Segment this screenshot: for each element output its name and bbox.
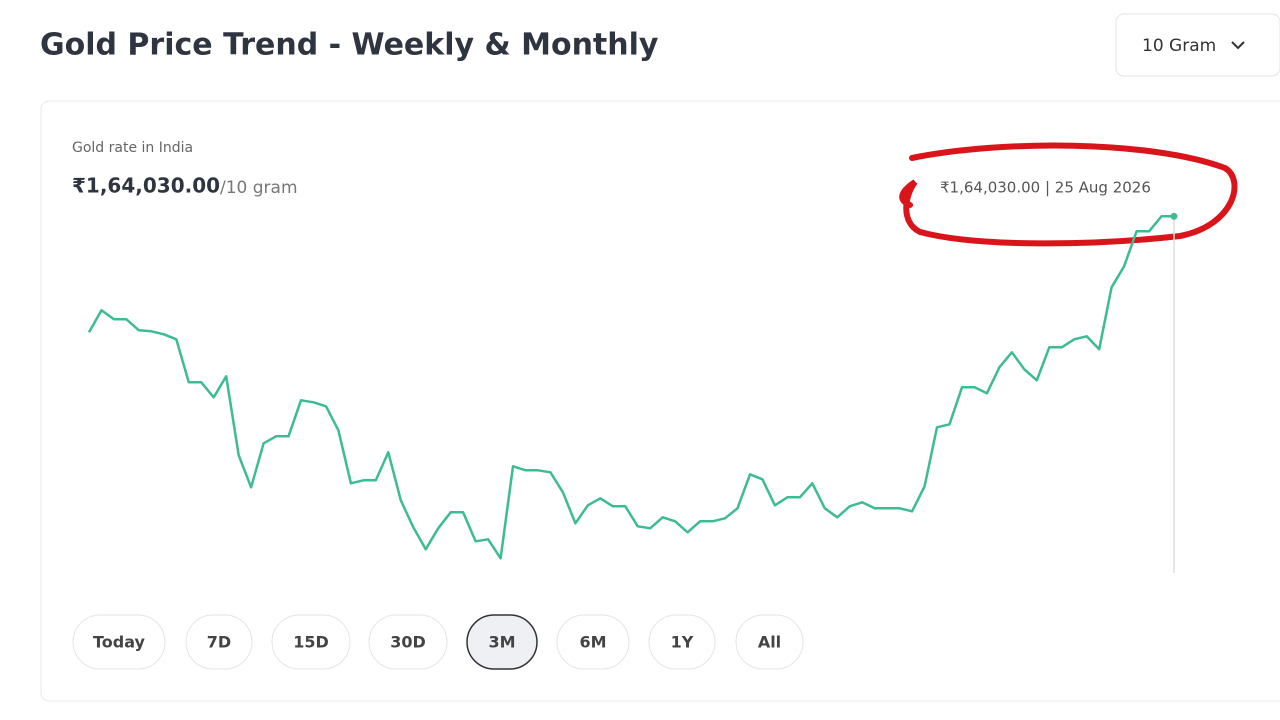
hand-drawn-circle bbox=[899, 142, 1238, 247]
unit-dropdown-label[interactable]: 10 Gram bbox=[1142, 36, 1216, 56]
range-button-label[interactable]: Today bbox=[93, 633, 146, 652]
range-button[interactable] bbox=[556, 614, 630, 670]
price-line bbox=[87, 215, 1174, 560]
range-button-label[interactable]: 6M bbox=[579, 633, 606, 652]
chart-card bbox=[40, 100, 1280, 702]
range-button[interactable] bbox=[735, 614, 804, 670]
page-title: Gold Price Trend - Weekly & Monthly bbox=[40, 28, 659, 63]
hover-dot bbox=[1170, 212, 1178, 220]
current-price: ₹1,64,030.00 bbox=[72, 174, 220, 198]
range-button-label[interactable]: All bbox=[758, 633, 781, 652]
range-button-label[interactable]: 1Y bbox=[671, 633, 694, 652]
range-button[interactable] bbox=[466, 614, 538, 670]
range-button-label[interactable]: 30D bbox=[390, 633, 426, 652]
dropdown-chevron bbox=[1231, 41, 1245, 50]
range-button-label[interactable]: 3M bbox=[488, 633, 515, 652]
range-button[interactable] bbox=[72, 614, 166, 670]
unit-dropdown[interactable] bbox=[1115, 13, 1280, 77]
tooltip: ₹1,64,030.00 | 25 Aug 2026 bbox=[940, 179, 1151, 197]
range-button[interactable] bbox=[271, 614, 351, 670]
range-button-label[interactable]: 15D bbox=[293, 633, 329, 652]
range-button[interactable] bbox=[368, 614, 448, 670]
range-button-label[interactable]: 7D bbox=[207, 633, 231, 652]
chart-label: Gold rate in India bbox=[72, 140, 193, 156]
range-button[interactable] bbox=[648, 614, 716, 670]
range-button[interactable] bbox=[185, 614, 253, 670]
price-unit: /10 gram bbox=[220, 178, 298, 198]
